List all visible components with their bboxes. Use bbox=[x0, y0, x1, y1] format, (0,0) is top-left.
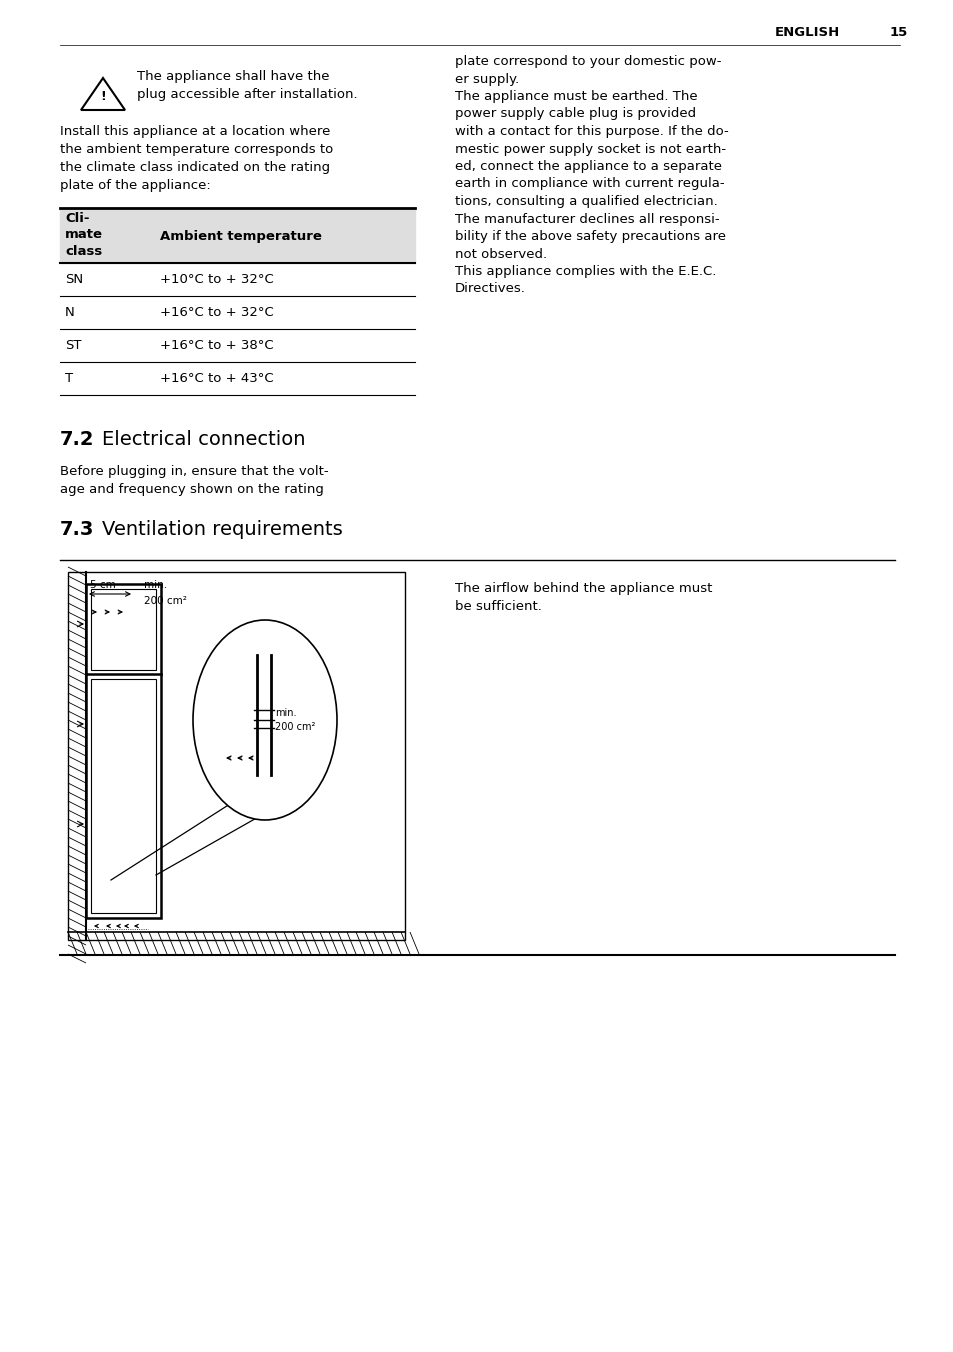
Text: Electrical connection: Electrical connection bbox=[102, 430, 305, 449]
Text: T: T bbox=[65, 372, 73, 385]
Text: +16°C to + 32°C: +16°C to + 32°C bbox=[160, 306, 274, 319]
Bar bbox=[91, 679, 156, 913]
Text: +16°C to + 43°C: +16°C to + 43°C bbox=[160, 372, 274, 385]
Text: 200 cm²: 200 cm² bbox=[144, 596, 187, 606]
Text: N: N bbox=[65, 306, 74, 319]
Text: !: ! bbox=[100, 89, 106, 103]
Text: 200 cm²: 200 cm² bbox=[274, 722, 315, 731]
Text: The appliance shall have the
plug accessible after installation.: The appliance shall have the plug access… bbox=[137, 70, 357, 101]
Text: Ambient temperature: Ambient temperature bbox=[160, 230, 321, 243]
Ellipse shape bbox=[193, 621, 336, 821]
Bar bbox=[68, 572, 405, 940]
Text: 5 cm: 5 cm bbox=[90, 580, 115, 589]
Text: ST: ST bbox=[65, 339, 81, 352]
Text: min.: min. bbox=[144, 580, 167, 589]
Text: The airflow behind the appliance must
be sufficient.: The airflow behind the appliance must be… bbox=[455, 581, 712, 612]
Text: 7.2: 7.2 bbox=[60, 430, 94, 449]
Text: Install this appliance at a location where
the ambient temperature corresponds t: Install this appliance at a location whe… bbox=[60, 124, 333, 192]
Bar bbox=[60, 208, 415, 264]
Text: +16°C to + 38°C: +16°C to + 38°C bbox=[160, 339, 274, 352]
Text: 15: 15 bbox=[889, 26, 907, 38]
Text: plate correspond to your domestic pow-
er supply.
The appliance must be earthed.: plate correspond to your domestic pow- e… bbox=[455, 55, 728, 296]
Text: Before plugging in, ensure that the volt-
age and frequency shown on the rating: Before plugging in, ensure that the volt… bbox=[60, 465, 328, 496]
Bar bbox=[68, 572, 405, 940]
Text: 7.3: 7.3 bbox=[60, 521, 94, 539]
Text: Ventilation requirements: Ventilation requirements bbox=[102, 521, 342, 539]
Text: ENGLISH: ENGLISH bbox=[774, 26, 840, 38]
Bar bbox=[91, 589, 156, 671]
Text: +10°C to + 32°C: +10°C to + 32°C bbox=[160, 273, 274, 287]
Bar bbox=[86, 584, 161, 918]
Text: Cli-
mate
class: Cli- mate class bbox=[65, 212, 103, 258]
Text: min.: min. bbox=[274, 708, 296, 718]
Text: SN: SN bbox=[65, 273, 83, 287]
